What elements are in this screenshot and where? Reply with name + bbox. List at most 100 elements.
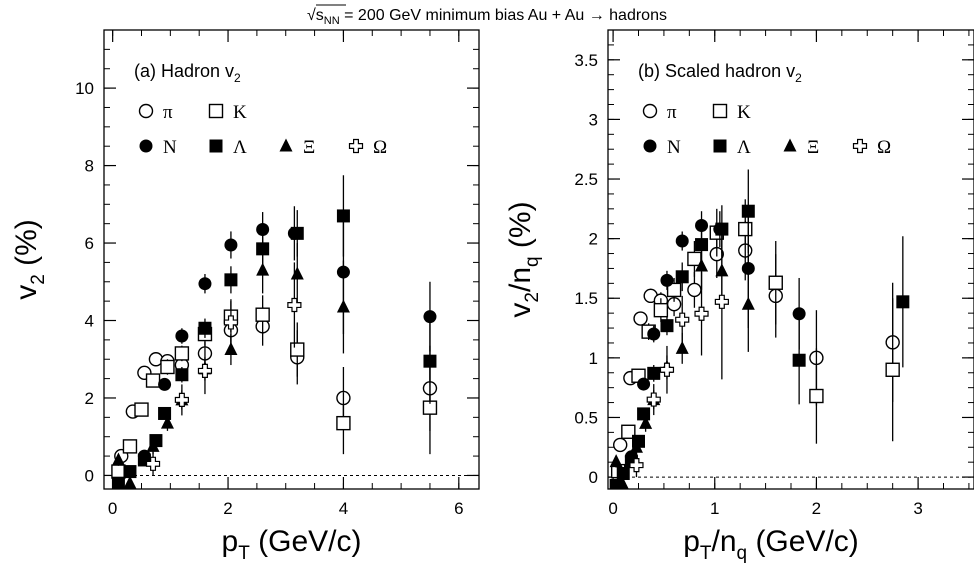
y-tick-label: 0 <box>85 466 94 485</box>
y-tick-label: 1 <box>589 349 598 368</box>
data-point <box>290 342 305 357</box>
data-point <box>175 329 189 343</box>
data-point <box>160 359 175 375</box>
data-point <box>158 377 172 391</box>
data-point <box>160 415 174 429</box>
data-point <box>738 221 753 237</box>
data-point <box>646 392 661 407</box>
series-open-cross <box>145 262 302 476</box>
y-tick-label: 10 <box>75 79 94 98</box>
data-layer <box>609 169 910 489</box>
legend: π K N Λ Ξ Ω <box>642 102 891 158</box>
panel-label: (b) Scaled hadron v2 <box>638 61 802 85</box>
legend-marker-open-circle <box>642 103 658 119</box>
data-point <box>687 282 702 298</box>
x-tick-label: 4 <box>339 499 348 518</box>
x-tick-label: 1 <box>710 499 719 518</box>
legend-marker-filled-square <box>209 139 223 153</box>
data-point <box>111 464 126 479</box>
legend-marker-filled-square <box>713 139 727 153</box>
legend-label: Ξ <box>303 137 315 158</box>
data-point <box>224 342 238 356</box>
x-axis-label: pT/nq (GeV/c) <box>683 525 859 564</box>
y-tick-label: 2 <box>85 389 94 408</box>
y-tick-label: 8 <box>85 157 94 176</box>
data-point <box>122 439 138 454</box>
data-point <box>675 234 689 248</box>
data-point <box>621 424 636 439</box>
data-point <box>647 327 661 341</box>
plot-frame <box>607 29 974 490</box>
data-point <box>123 475 137 489</box>
data-point <box>255 307 270 322</box>
y-axis-label: v2 (%) <box>10 219 49 300</box>
data-point <box>336 209 350 223</box>
x-tick-label: 0 <box>608 499 617 518</box>
data-point <box>224 273 238 287</box>
legend-marker-filled-triangle <box>279 138 293 152</box>
data-point <box>256 222 270 236</box>
legend-marker-open-square <box>712 103 728 119</box>
legend-marker-open-cross <box>852 138 868 154</box>
data-point <box>616 467 630 481</box>
legend-label: Λ <box>737 137 751 158</box>
legend-marker-filled-triangle <box>783 138 797 152</box>
data-point <box>675 312 690 327</box>
data-point <box>134 402 149 417</box>
data-point <box>146 438 160 452</box>
y-tick-label: 2 <box>589 230 598 249</box>
data-point <box>224 238 238 252</box>
y-tick-label: 0.5 <box>574 408 598 427</box>
x-tick-label: 2 <box>812 499 821 518</box>
data-point <box>695 219 709 233</box>
data-point <box>694 306 709 321</box>
legend-label: Λ <box>233 137 247 158</box>
y-tick-label: 4 <box>85 312 94 331</box>
data-point <box>223 315 239 330</box>
legend: π K N Λ Ξ Ω <box>138 102 387 158</box>
data-point <box>423 354 437 368</box>
legend-label: N <box>667 137 681 158</box>
x-tick-label: 2 <box>223 499 232 518</box>
data-point <box>660 273 674 287</box>
x-axis-label: pT (GeV/c) <box>222 525 362 564</box>
data-point <box>613 437 628 453</box>
data-point <box>175 368 189 382</box>
data-point <box>290 266 304 280</box>
data-point <box>639 415 653 429</box>
legend-marker-open-cross <box>348 138 364 154</box>
data-point <box>695 258 709 272</box>
data-point <box>609 478 623 489</box>
series-filled-square <box>111 175 437 489</box>
data-point <box>256 262 270 276</box>
legend-marker-open-circle <box>138 103 154 119</box>
data-point <box>111 476 125 489</box>
data-point <box>653 302 669 318</box>
data-point <box>792 353 806 367</box>
data-point <box>423 310 437 324</box>
data-point <box>145 373 161 388</box>
data-point <box>675 270 689 284</box>
panel-label: (a) Hadron v2 <box>134 61 241 85</box>
data-point <box>290 226 304 240</box>
y-axis-label: v2/nq (%) <box>504 201 543 317</box>
data-point <box>198 321 212 335</box>
y-tick-label: 3.5 <box>574 51 598 70</box>
legend-label: π <box>667 102 677 123</box>
y-tick-label: 2.5 <box>574 170 598 189</box>
data-point <box>647 366 661 380</box>
data-point <box>792 307 806 321</box>
panel-a: 0 2 4 6 8 10 0 2 4 6 pT (GeV/c) v2 (%) (a) Hadron v2… <box>10 29 480 564</box>
y-tick-label: 1.5 <box>574 289 598 308</box>
data-point <box>123 465 137 479</box>
y-tick-label: 0 <box>589 468 598 487</box>
data-point <box>629 439 643 453</box>
legend-label: Ω <box>373 137 387 158</box>
data-point <box>336 299 350 313</box>
figure-title: √sNN = 200 GeV minimum bias Au + Au → ha… <box>307 7 667 27</box>
legend-marker-filled-circle <box>643 139 657 153</box>
legend-label: N <box>163 137 177 158</box>
series-open-cross <box>629 224 729 478</box>
